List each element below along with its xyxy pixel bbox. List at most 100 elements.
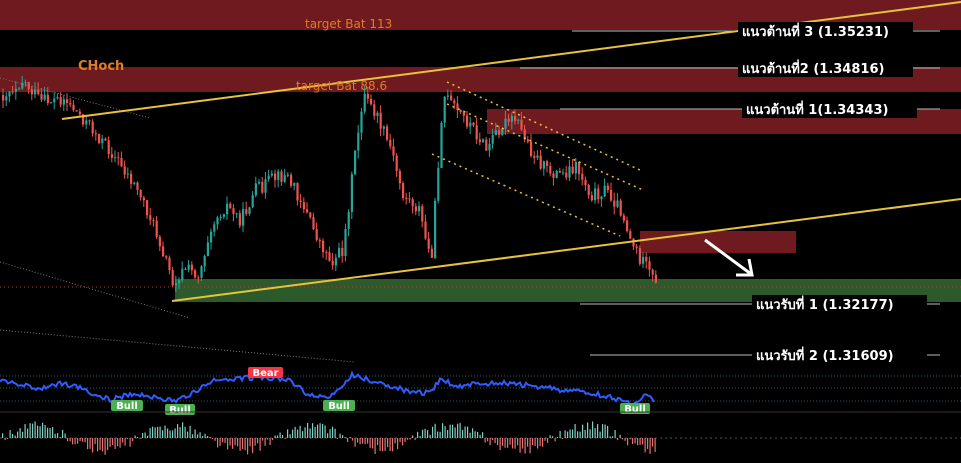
histogram-bar-up xyxy=(419,436,421,438)
histogram-bar-up xyxy=(194,429,196,438)
histogram-bar-up xyxy=(142,433,144,438)
histogram-bar-down xyxy=(642,438,644,445)
histogram-bar-down xyxy=(94,438,96,445)
bear-candle xyxy=(485,139,488,151)
histogram-bar-up xyxy=(189,425,191,438)
histogram-bar-up xyxy=(614,430,616,438)
histogram-bar-up xyxy=(37,425,39,438)
bull-candle xyxy=(504,118,507,129)
bear-candle xyxy=(597,188,600,200)
histogram-bar-down xyxy=(352,438,354,441)
bull-candle xyxy=(219,216,222,218)
histogram-bar-down xyxy=(562,438,564,439)
histogram-bar-up xyxy=(167,428,169,438)
histogram-bar-down xyxy=(257,438,259,444)
histogram-bar-up xyxy=(552,436,554,438)
histogram-bar-up xyxy=(549,435,551,438)
bull-candle xyxy=(85,120,88,125)
bull-candle xyxy=(616,200,619,207)
histogram-bar-up xyxy=(47,427,49,438)
bear-candle xyxy=(78,111,81,115)
bull-candle xyxy=(437,167,440,201)
bull-candle xyxy=(216,217,219,225)
bull-tag: Bull xyxy=(116,401,138,412)
histogram-bar-up xyxy=(19,428,21,438)
histogram-bar-up xyxy=(442,423,444,438)
resistance-level-label: แนวต้านที่ 1(1.34343) xyxy=(746,100,888,118)
bull-candle xyxy=(210,231,213,243)
bear-candle xyxy=(274,173,277,180)
bull-candle xyxy=(181,268,184,280)
bear-candle xyxy=(139,189,142,198)
histogram-bar-down xyxy=(517,438,519,446)
bull-candle xyxy=(574,161,577,174)
histogram-bar-up xyxy=(342,435,344,438)
histogram-bar-up xyxy=(44,425,46,438)
histogram-bar-up xyxy=(572,429,574,438)
bull-candle xyxy=(434,200,437,258)
bear-candle xyxy=(318,240,321,242)
histogram-bar-down xyxy=(337,438,339,439)
histogram-bar-up xyxy=(172,430,174,438)
candles-layer xyxy=(2,76,657,292)
histogram-bar-down xyxy=(367,438,369,444)
bull-candle xyxy=(114,157,117,159)
bear-candle xyxy=(328,252,331,261)
histogram-bar-up xyxy=(564,430,566,438)
histogram-bar-down xyxy=(634,438,636,444)
histogram-bar-up xyxy=(452,424,454,438)
histogram-bar-up xyxy=(34,421,36,438)
histogram-bar-down xyxy=(132,438,134,442)
histogram-bar-up xyxy=(559,431,561,438)
histogram-bar-up xyxy=(612,436,614,438)
histogram-bar-up xyxy=(412,435,414,438)
histogram-bar-up xyxy=(467,426,469,438)
bear-candle xyxy=(478,139,481,143)
histogram-bar-up xyxy=(174,428,176,438)
bear-candle xyxy=(120,158,123,167)
histogram-bar-down xyxy=(529,438,531,454)
bull-candle xyxy=(642,256,645,264)
histogram-bar-down xyxy=(654,438,656,452)
bear-candle xyxy=(558,170,561,173)
histogram-bar-down xyxy=(644,438,646,453)
histogram-bar-down xyxy=(234,438,236,446)
bear-candle xyxy=(229,203,232,209)
histogram-bar-up xyxy=(287,429,289,438)
histogram-bar-down xyxy=(547,438,549,443)
histogram-bar-down xyxy=(629,438,631,440)
bull-candle xyxy=(536,155,539,158)
histogram-bar-up xyxy=(52,427,54,438)
histogram-bar-down xyxy=(627,438,629,446)
bull-candle xyxy=(258,181,261,184)
bear-candle xyxy=(94,133,97,135)
level-label-bg xyxy=(738,22,913,40)
bear-candle xyxy=(302,202,305,210)
bull-candle xyxy=(101,138,104,144)
histogram-bar-up xyxy=(589,429,591,438)
histogram-bar-down xyxy=(384,438,386,451)
level-label-bg xyxy=(742,100,917,118)
bear-candle xyxy=(520,119,523,130)
histogram-bar-down xyxy=(219,438,221,446)
histogram-bar-up xyxy=(437,431,439,438)
bear-candle xyxy=(104,138,107,141)
bull-candle xyxy=(446,95,449,97)
histogram-bar-down xyxy=(487,438,489,442)
bear-candle xyxy=(590,195,593,201)
bear-candle xyxy=(613,200,616,207)
bull-candle xyxy=(555,170,558,178)
bear-candle xyxy=(587,184,590,196)
histogram-bar-down xyxy=(84,438,86,443)
histogram-bar-up xyxy=(209,436,211,438)
histogram-bar-up xyxy=(54,433,56,438)
oscillator-line xyxy=(0,370,655,407)
bull-candle xyxy=(203,255,206,267)
histogram-bar-up xyxy=(429,434,431,438)
bear-candle xyxy=(184,268,187,270)
bull-tag-bg xyxy=(323,400,355,411)
histogram-bar-up xyxy=(162,430,164,438)
bear-candle xyxy=(30,89,33,95)
histogram-bar-down xyxy=(394,438,396,444)
histogram-bar-down xyxy=(244,438,246,451)
